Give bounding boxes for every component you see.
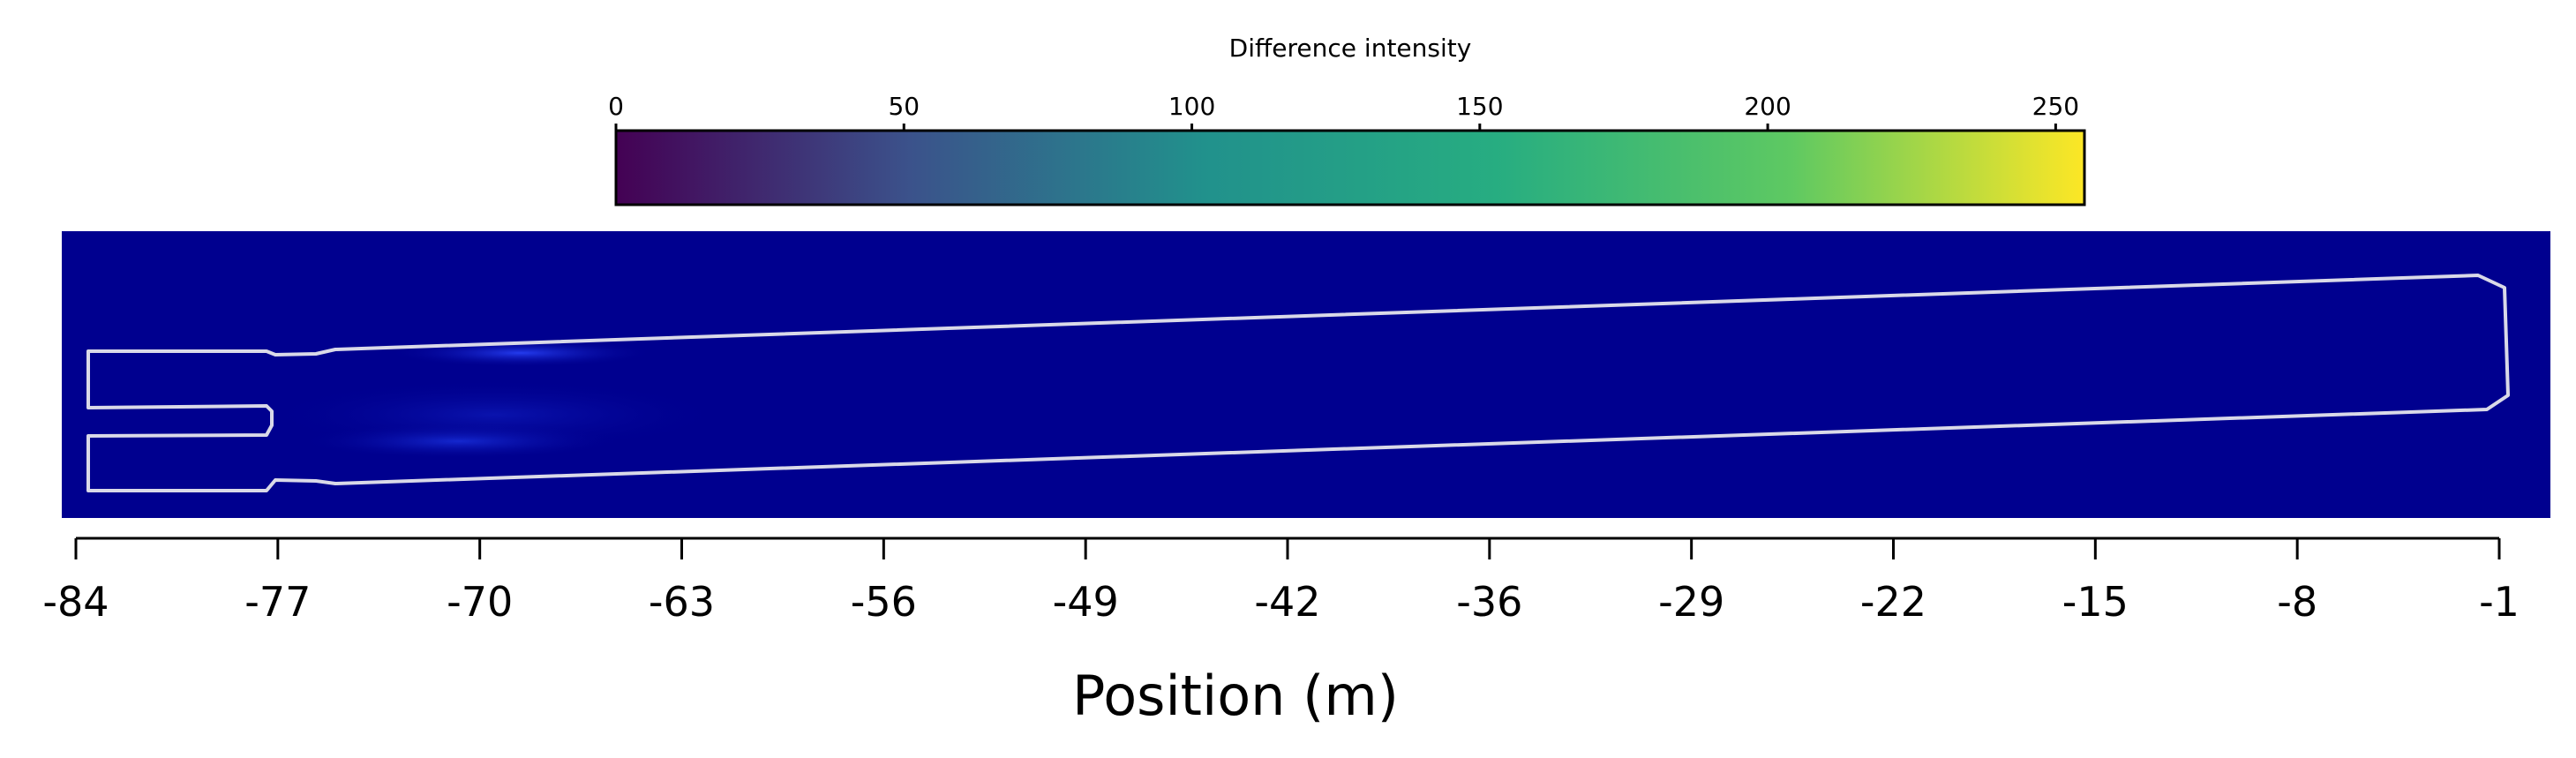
x-tick-label: -77	[244, 578, 311, 626]
x-tick-label: -8	[2277, 578, 2317, 626]
colorbar-tick-label: 150	[1456, 92, 1503, 121]
colorbar-title: Difference intensity	[1229, 34, 1472, 63]
colorbar-tick-label: 50	[888, 92, 920, 121]
x-tick-label: -1	[2479, 578, 2520, 626]
x-tick-label: -29	[1658, 578, 1724, 626]
x-axis-label: Position (m)	[1072, 664, 1399, 728]
difference-plume-inner	[265, 379, 724, 450]
x-tick-label: -42	[1254, 578, 1320, 626]
colorbar-ticks: 0 50 100 150 200 250	[608, 92, 2079, 131]
x-tick-label: -84	[42, 578, 109, 626]
heatmap-background	[62, 231, 2550, 518]
colorbar-gradient	[614, 129, 2086, 206]
colorbar-tick-label: 0	[608, 92, 624, 121]
x-tick-label: -22	[1860, 578, 1926, 626]
x-axis-ticks: -84 -77 -70 -63 -56 -49 -42 -36 -29 -22 -15 -8 -1	[42, 538, 2520, 626]
x-tick-label: -56	[851, 578, 917, 626]
colorbar: Difference intensity 0 50 100 150 200 250	[608, 34, 2086, 206]
x-tick-label: -70	[447, 578, 513, 626]
x-tick-label: -15	[2062, 578, 2129, 626]
x-tick-label: -36	[1456, 578, 1522, 626]
heatmap-panel	[62, 231, 2550, 518]
x-axis: -84 -77 -70 -63 -56 -49 -42 -36 -29 -22 -15 -8 -1 Po…	[42, 537, 2520, 728]
colorbar-tick-label: 200	[1744, 92, 1791, 121]
x-tick-label: -49	[1053, 578, 1119, 626]
channel-outline	[86, 274, 2510, 492]
colorbar-tick-label: 100	[1168, 92, 1215, 121]
x-tick-label: -63	[649, 578, 715, 626]
colorbar-tick-label: 250	[2032, 92, 2079, 121]
